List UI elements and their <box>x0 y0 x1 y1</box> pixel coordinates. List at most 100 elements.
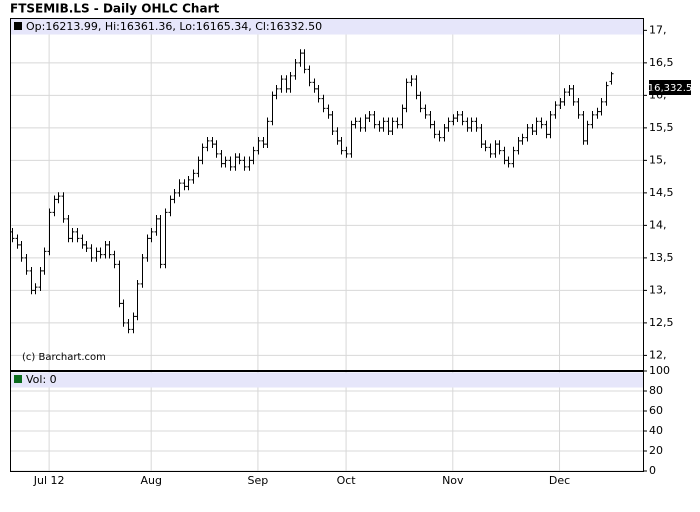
y-tick-label: 14,5 <box>649 186 674 199</box>
ohlc-bar <box>145 234 150 262</box>
ohlc-bar <box>604 81 609 106</box>
ohlc-bar <box>520 133 525 145</box>
volume-tick-label: 0 <box>649 464 656 477</box>
ohlc-bar <box>581 110 586 145</box>
ohlc-bar <box>414 75 419 100</box>
x-tick-label: Nov <box>442 474 464 487</box>
ohlc-bar <box>261 136 266 149</box>
ohlc-bar <box>353 117 358 129</box>
ohlc-bar <box>98 247 103 259</box>
ohlc-bar <box>326 104 331 119</box>
ohlc-bar <box>200 143 205 165</box>
ohlc-bar <box>571 84 576 106</box>
ohlc-bar <box>390 117 395 136</box>
ohlc-bar <box>131 312 136 334</box>
volume-tick-label: 80 <box>649 384 663 397</box>
ohlc-bar <box>363 114 368 132</box>
ohlc-bar <box>548 110 553 139</box>
ohlc-bar <box>29 266 34 295</box>
ohlc-bar <box>316 84 321 103</box>
x-tick-label: Jul 12 <box>33 474 65 487</box>
ohlc-bar <box>117 260 122 308</box>
chart-title: FTSEMIB.LS - Daily OHLC Chart <box>10 2 219 16</box>
ohlc-bar <box>302 49 307 74</box>
ohlc-bar <box>576 97 581 119</box>
ohlc-bar <box>460 110 465 126</box>
volume-tick-label: 100 <box>649 364 670 377</box>
ohlc-bar <box>38 266 43 292</box>
ohlc-bar <box>534 117 539 136</box>
volume-label: Vol: 0 <box>26 373 57 386</box>
ohlc-bar <box>135 279 140 321</box>
ohlc-bar <box>107 240 112 259</box>
volume-swatch <box>14 375 22 383</box>
x-tick-label: Sep <box>248 474 269 487</box>
ohlc-bar <box>493 140 498 158</box>
ohlc-bar <box>335 127 340 145</box>
last-price-box <box>649 80 691 95</box>
ohlc-bar <box>47 208 52 256</box>
volume-tick-label: 60 <box>649 404 663 417</box>
ohlc-bar <box>66 214 71 243</box>
ohlc-bar <box>270 91 275 126</box>
ohlc-bar <box>312 78 317 93</box>
ohlc-bar <box>149 227 154 243</box>
y-tick-label: 12, <box>649 348 667 361</box>
ohlc-bar <box>84 240 89 253</box>
ohlc-bar <box>75 227 80 243</box>
ohlc-bar <box>228 156 233 171</box>
frame <box>10 18 644 472</box>
ohlc-bar <box>172 188 177 204</box>
legend-text: Op:16213.99, Hi:16361.36, Lo:16165.34, C… <box>26 20 322 33</box>
ohlc-bar <box>94 247 99 262</box>
ohlc-bar <box>288 71 293 93</box>
ohlc-bar <box>553 101 558 119</box>
ohlc-bar <box>158 214 163 269</box>
ohlc-bar <box>409 75 414 87</box>
y-tick-label: 17, <box>649 23 667 36</box>
volume-tick-label: 40 <box>649 424 663 437</box>
ohlc-bar <box>196 156 201 178</box>
ohlc-bar <box>223 156 228 168</box>
ohlc-bar <box>451 114 456 126</box>
ohlc-bar <box>469 117 474 132</box>
y-tick-label: 13, <box>649 283 667 296</box>
ohlc-bar <box>437 130 442 142</box>
ohlc-bar <box>339 136 344 155</box>
ohlc-bar <box>442 123 447 142</box>
ohlc-bar <box>274 84 279 100</box>
ohlc-bar <box>177 179 182 197</box>
ohlc-bar <box>279 75 284 93</box>
ohlc-bar <box>418 91 423 113</box>
ohlc-bar <box>186 175 191 191</box>
y-tick-label: 13,5 <box>649 251 674 264</box>
ohlc-bar <box>52 195 57 217</box>
ohlc-bar <box>140 253 145 288</box>
ohlc-bar <box>599 97 604 116</box>
ohlc-bar <box>423 104 428 119</box>
ohlc-bar <box>386 117 391 136</box>
ohlc-bar <box>502 146 507 165</box>
ohlc-bar <box>511 146 516 168</box>
ohlc-bar <box>191 169 196 184</box>
x-tick-label: Aug <box>140 474 161 487</box>
ohlc-bar <box>61 192 66 223</box>
watermark: (c) Barchart.com <box>22 352 106 363</box>
ohlc-bar <box>205 136 210 152</box>
ohlc-bar <box>488 143 493 158</box>
ohlc-bar <box>89 244 94 262</box>
ohlc-bar <box>395 117 400 129</box>
ohlc-bar <box>42 247 47 275</box>
ohlc-bar <box>367 110 372 123</box>
ohlc-bar <box>479 123 484 149</box>
ohlc-bar <box>497 140 502 155</box>
ohlc-bar <box>284 75 289 93</box>
ohlc-bar <box>567 84 572 97</box>
y-tick-label: 14, <box>649 218 667 231</box>
ohlc-bar <box>251 146 256 165</box>
ohlc-bar <box>242 156 247 171</box>
ohlc-bar <box>126 318 131 334</box>
ohlc-bar <box>530 123 535 136</box>
ohlc-bar <box>121 299 126 327</box>
